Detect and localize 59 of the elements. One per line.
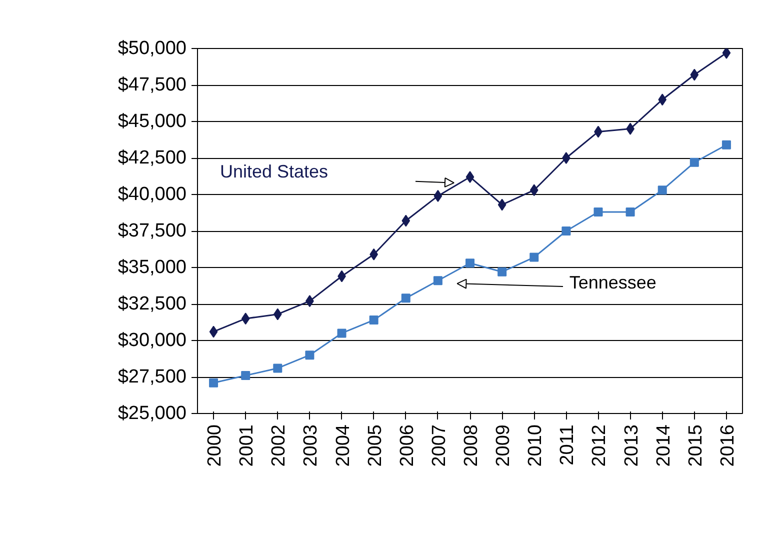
y-tick-label: $40,000 xyxy=(118,184,187,205)
point xyxy=(433,276,442,286)
point xyxy=(241,312,250,325)
x-tick-label: 2013 xyxy=(621,424,642,467)
y-tick-label: $37,500 xyxy=(118,220,187,242)
x-tick-label: 2008 xyxy=(461,424,482,467)
point xyxy=(498,198,506,211)
x-tick-label: 2014 xyxy=(653,424,674,467)
x-tick-label: 2002 xyxy=(268,424,290,467)
x-tick-label: 2001 xyxy=(236,424,258,467)
point xyxy=(369,316,378,325)
x-tick-label: 2007 xyxy=(428,424,450,467)
y-tick-label: $50,000 xyxy=(118,38,187,59)
point xyxy=(690,158,699,167)
x-tick-label: 2016 xyxy=(717,424,738,467)
point xyxy=(466,258,474,268)
point xyxy=(658,186,667,195)
x-tick-label: 2000 xyxy=(204,424,226,467)
series-label: Tennessee xyxy=(569,272,656,292)
x-tick-label: 2010 xyxy=(525,424,546,467)
point xyxy=(722,48,731,59)
point xyxy=(273,364,282,373)
point xyxy=(209,378,218,388)
y-tick-label: $27,500 xyxy=(118,366,187,388)
point xyxy=(241,371,250,380)
point xyxy=(273,308,282,320)
y-tick-label: $47,500 xyxy=(118,74,187,96)
point xyxy=(594,208,603,217)
x-tick-label: 2006 xyxy=(396,424,418,467)
point xyxy=(305,350,314,360)
point xyxy=(626,208,635,217)
point xyxy=(498,267,507,276)
point xyxy=(209,326,218,338)
x-tick-label: 2009 xyxy=(493,424,514,467)
y-tick-label: $30,000 xyxy=(118,330,187,351)
y-tick-label: $42,500 xyxy=(118,148,187,168)
y-tick-label: $25,000 xyxy=(118,403,187,424)
x-tick-label: 2005 xyxy=(364,424,386,467)
point xyxy=(530,252,539,262)
y-tick-label: $35,000 xyxy=(118,257,187,278)
point xyxy=(402,214,410,227)
point xyxy=(562,152,570,164)
y-tick-label: $45,000 xyxy=(118,111,187,132)
point xyxy=(466,170,474,183)
x-tick-label: 2015 xyxy=(685,424,706,467)
point xyxy=(690,68,699,81)
y-tick-label: $32,500 xyxy=(118,294,187,314)
point xyxy=(658,94,667,106)
point xyxy=(434,190,442,202)
x-tick-label: 2011 xyxy=(557,424,578,466)
point xyxy=(530,184,538,196)
x-tick-label: 2003 xyxy=(300,424,322,467)
point xyxy=(722,140,731,150)
x-tick-label: 2004 xyxy=(332,424,354,467)
text: United States xyxy=(220,161,328,182)
point xyxy=(401,294,410,303)
x-tick-label: 2012 xyxy=(589,424,610,467)
point xyxy=(337,328,346,338)
point xyxy=(562,226,571,236)
